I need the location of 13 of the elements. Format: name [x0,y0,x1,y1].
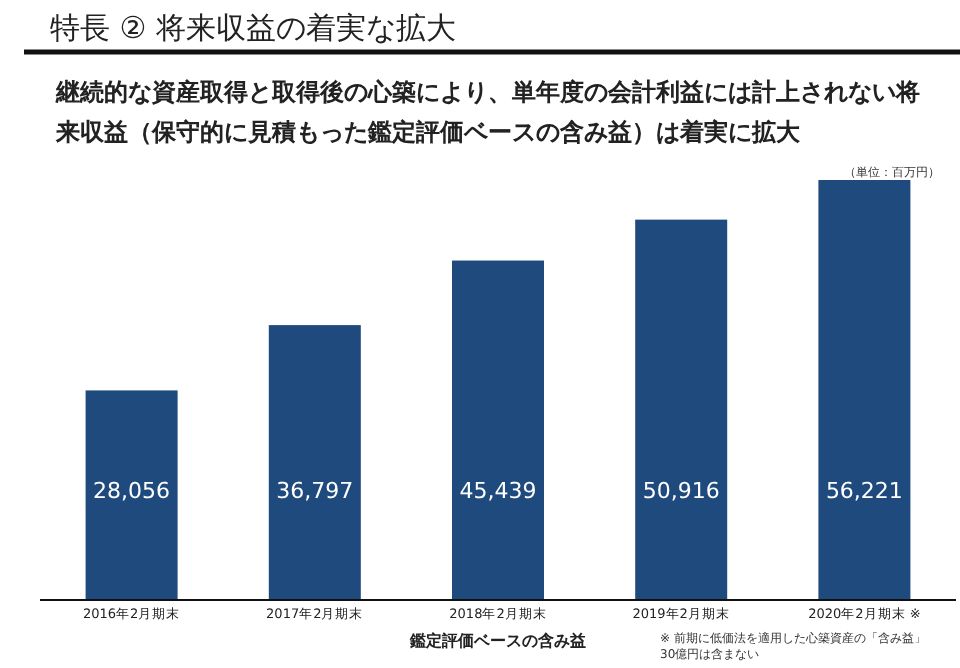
bar [268,325,361,600]
bar [818,180,911,600]
chart-title: 特長 ② 将来収益の着実な拡大 [50,10,456,46]
data-label: 50,916 [642,478,720,504]
x-axis-title: 鑑定評価ベースの含み益 [408,630,586,650]
data-label: 28,056 [93,478,171,504]
chart-subtitle: 継続的な資産取得と取得後の心築により、単年度の会計利益には計上されない将来収益（保守的に見積もった鑑定評価ベースの含み益）は着実に拡大 [54,78,920,146]
bar [452,260,544,600]
bar [85,390,178,600]
data-label: 36,797 [276,478,354,504]
data-label: 56,221 [825,478,903,504]
bar [635,219,728,600]
data-label: 45,439 [459,478,537,504]
